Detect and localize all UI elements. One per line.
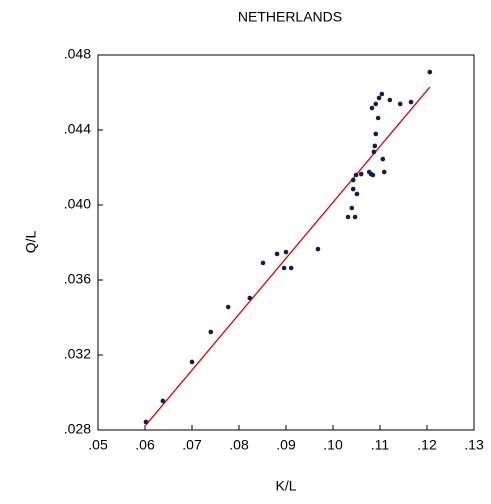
point xyxy=(376,95,382,101)
y-tick-label: .036 xyxy=(64,271,91,287)
point xyxy=(370,172,376,178)
x-tick-label: .11 xyxy=(371,437,390,453)
point xyxy=(260,260,266,266)
point xyxy=(353,172,359,178)
point xyxy=(397,101,403,107)
x-tick-label: .05 xyxy=(88,437,108,453)
x-tick-label: .06 xyxy=(135,437,155,453)
x-tick-label: .08 xyxy=(229,437,249,453)
point xyxy=(143,419,149,425)
point xyxy=(350,186,356,192)
point xyxy=(375,115,381,121)
fit-line xyxy=(145,86,431,426)
point xyxy=(380,156,386,162)
point xyxy=(381,169,387,175)
point xyxy=(373,131,379,137)
plot-frame xyxy=(97,54,475,431)
point xyxy=(379,91,385,97)
y-tick-label: .040 xyxy=(64,196,91,212)
point xyxy=(208,329,214,335)
point xyxy=(283,249,289,255)
point xyxy=(372,143,378,149)
y-tick-label: .048 xyxy=(64,46,91,62)
point xyxy=(352,214,358,220)
point xyxy=(387,97,393,103)
point xyxy=(371,149,377,155)
point xyxy=(315,246,321,252)
point xyxy=(369,105,375,111)
point xyxy=(225,304,231,310)
point xyxy=(373,101,379,107)
x-axis-label: K/L xyxy=(275,478,296,494)
point xyxy=(288,265,294,271)
chart-title: NETHERLANDS xyxy=(238,9,342,25)
point xyxy=(274,251,280,257)
point xyxy=(350,177,356,183)
point xyxy=(354,191,360,197)
point xyxy=(247,295,253,301)
x-tick-label: .12 xyxy=(417,437,437,453)
point xyxy=(160,398,166,404)
y-axis-label: Q/L xyxy=(23,231,39,254)
point xyxy=(189,359,195,365)
point xyxy=(358,171,364,177)
point xyxy=(427,69,433,75)
point xyxy=(349,205,355,211)
x-tick-label: .10 xyxy=(323,437,343,453)
x-tick-label: .09 xyxy=(276,437,296,453)
x-tick-label: .13 xyxy=(464,437,484,453)
y-tick-label: .028 xyxy=(64,421,91,437)
point xyxy=(408,99,414,105)
y-tick-label: .044 xyxy=(64,121,91,137)
y-tick-label: .032 xyxy=(64,346,91,362)
point xyxy=(345,214,351,220)
point xyxy=(281,265,287,271)
x-tick-label: .07 xyxy=(182,437,202,453)
